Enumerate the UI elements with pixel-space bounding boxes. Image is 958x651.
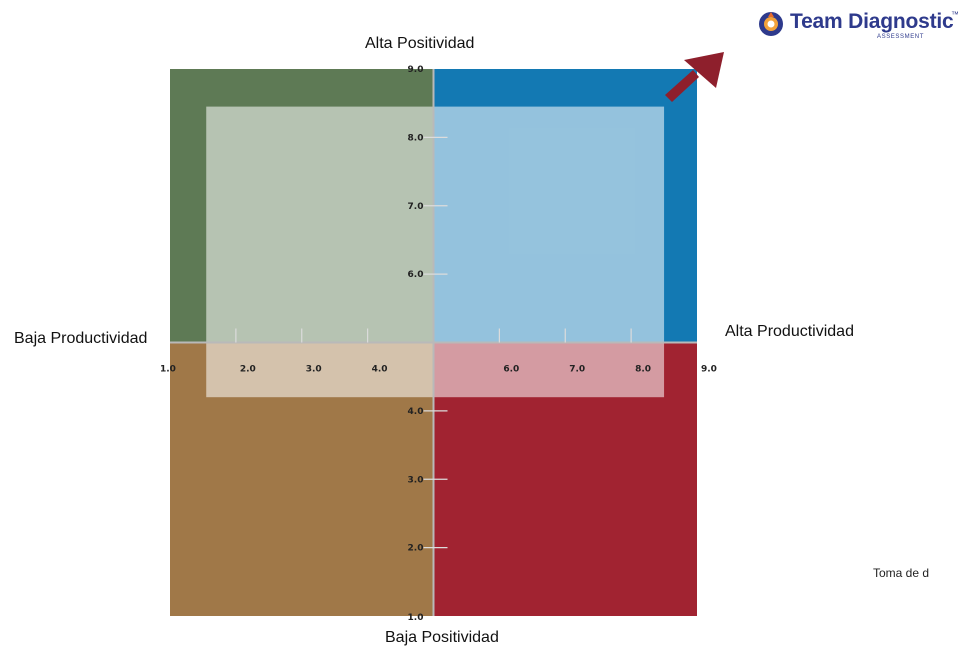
y-tick-label: 7.0	[408, 202, 424, 212]
x-tick-label: 6.0	[503, 365, 519, 375]
x-tick-label: 2.0	[240, 365, 256, 375]
axis-label-top: Alta Positividad	[365, 35, 475, 52]
axis-label-bottom: Baja Positividad	[385, 629, 499, 646]
y-tick-label: 1.0	[408, 613, 424, 623]
x-tick-label: 4.0	[372, 365, 388, 375]
y-tick-label: 3.0	[408, 475, 424, 485]
x-tick-label: 7.0	[569, 365, 585, 375]
y-tick-label: 6.0	[408, 270, 424, 280]
arrow-shaft	[665, 70, 699, 102]
y-tick-label: 2.0	[408, 544, 424, 554]
footer-note: Toma de d	[873, 566, 930, 580]
y-tick-label: 8.0	[408, 133, 424, 143]
y-tick-label: 9.0	[408, 65, 424, 75]
direction-arrow	[665, 52, 724, 102]
brand-logo-icon	[759, 12, 783, 36]
arrow-head	[684, 52, 724, 88]
axis-label-right: Alta Productividad	[725, 323, 854, 340]
brand-logo: Team Diagnostic ™ ASSESSMENT	[758, 8, 958, 44]
brand-name: Team Diagnostic	[790, 10, 954, 33]
brand-subtitle: ASSESSMENT	[877, 34, 925, 40]
team-area	[206, 106, 665, 398]
y-tick-label: 4.0	[408, 407, 424, 417]
axis-label-left: Baja Productividad	[14, 330, 148, 347]
x-tick-label: 3.0	[306, 365, 322, 375]
brand-trademark: ™	[951, 10, 958, 19]
x-tick-label: 8.0	[635, 365, 651, 375]
x-tick-label: 1.0	[160, 365, 176, 375]
x-tick-label: 9.0	[701, 365, 717, 375]
